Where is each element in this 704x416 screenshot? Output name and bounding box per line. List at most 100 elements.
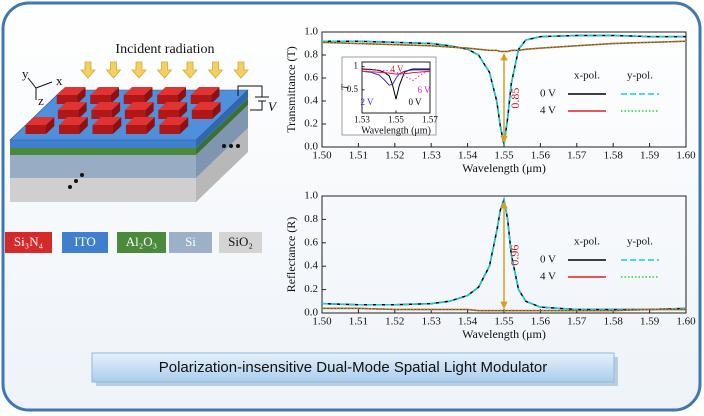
layer-ito: [10, 140, 196, 148]
material-swatch: [5, 232, 52, 253]
y-tick-label: 0.4: [304, 260, 318, 272]
arrow: [131, 61, 147, 79]
block-front: [57, 110, 79, 119]
material-swatch: [62, 232, 108, 253]
block-side: [211, 87, 220, 104]
block-front: [90, 95, 111, 104]
block-front: [91, 110, 112, 119]
x-tick-label: 1.50: [312, 315, 332, 327]
device-diagram: Incident radiation y x z V Si₃N₄ ITO Al₂O₃…: [5, 42, 278, 253]
diagram-title: Incident radiation: [115, 42, 214, 57]
y-tick-label: 1: [354, 61, 359, 71]
x-tick-label: 1.58: [604, 149, 624, 161]
block-side: [78, 102, 87, 119]
block-front: [123, 95, 145, 104]
y-tick-label: 0.0: [304, 141, 318, 153]
data-line: [322, 307, 686, 312]
legend-label: 4 V: [540, 271, 556, 283]
data-line: [362, 69, 431, 82]
block-front: [158, 110, 179, 119]
block-top: [123, 87, 153, 95]
materials-legend: Si₃N₄ ITO Al₂O₃ Si SiO₂: [5, 232, 262, 253]
legend-header: x-pol.: [574, 236, 600, 248]
block-front: [159, 125, 180, 134]
x-tick-label: 1.57: [567, 315, 587, 327]
x-tick-label: 1.53: [354, 114, 370, 124]
material-label: ITO: [74, 234, 95, 249]
y-tick-label: 0.0: [304, 307, 318, 319]
layer-al2o3-side: [196, 98, 248, 155]
layer-si-side: [196, 105, 248, 178]
block-top: [92, 117, 122, 125]
block-side: [146, 117, 155, 134]
y-tick-label: 0.5: [347, 84, 359, 94]
material-label: SiO₂: [228, 234, 253, 249]
block-front: [191, 110, 213, 119]
annotation: 0.96: [508, 245, 522, 266]
data-line: [361, 69, 430, 86]
x-axis-label: Wavelength (μm): [361, 125, 431, 136]
block-front: [56, 95, 78, 104]
block-side: [177, 87, 186, 104]
banner: [91, 352, 615, 383]
axis-x: x: [56, 73, 63, 88]
block-front: [190, 95, 212, 104]
block-side: [46, 117, 55, 134]
series-label: 4 V: [390, 64, 404, 74]
block-side: [145, 102, 154, 119]
annotation: 0.85: [508, 88, 522, 109]
block-top: [25, 117, 55, 125]
block-top: [56, 87, 86, 95]
block-top: [159, 117, 189, 125]
arrow: [156, 61, 173, 79]
x-tick-label: 1.58: [604, 315, 624, 327]
layer-al2o3: [10, 148, 196, 155]
series-label: 6 V: [417, 85, 431, 95]
y-axis-label: Transmittance (T): [284, 46, 298, 133]
y-tick-label: 0.6: [304, 236, 318, 248]
block-front: [92, 125, 113, 134]
legend-label: 4 V: [540, 105, 556, 117]
x-tick-label: 1.56: [531, 315, 551, 327]
legend-header: y-pol.: [627, 236, 653, 248]
block-front: [125, 125, 147, 134]
block-side: [178, 102, 188, 119]
x-tick-label: 1.55: [388, 114, 404, 124]
x-tick-label: 1.56: [531, 149, 551, 161]
x-axis-label: Wavelength (μm): [462, 161, 546, 175]
nanoblocks: [25, 87, 221, 134]
material-swatch: [219, 232, 262, 253]
x-tick-label: 1.55: [494, 149, 514, 161]
x-tick-label: 1.52: [385, 149, 404, 161]
block-top: [59, 117, 88, 125]
legend-label: 0 V: [540, 88, 556, 100]
banner-text: Polarization-insensitive Dual-Mode Spati…: [159, 359, 548, 376]
series-label: 0 V: [408, 97, 422, 107]
axis-y: y: [22, 66, 29, 81]
x-tick-label: 1.57: [422, 114, 438, 124]
dots: [68, 144, 240, 189]
block-top: [90, 87, 119, 95]
series-label: 2 V: [360, 97, 374, 107]
y-tick-label: 1.0: [304, 190, 318, 202]
x-tick-label: 1.54: [458, 315, 478, 327]
block-side: [110, 87, 119, 104]
y-tick-label: 1.0: [304, 26, 318, 38]
x-tick-label: 1.53: [422, 149, 442, 161]
x-tick-label: 1.51: [349, 149, 368, 161]
block-top: [125, 117, 155, 125]
x-tick-label: 1.60: [676, 315, 696, 327]
data-line: [361, 70, 431, 75]
y-tick-label: 0.8: [304, 213, 318, 225]
block-side: [112, 117, 122, 134]
block-side: [111, 102, 121, 119]
radiation-arrows: [80, 61, 249, 79]
block-top: [57, 102, 87, 110]
axis-z: z: [38, 93, 44, 108]
x-tick-label: 1.59: [640, 149, 660, 161]
y-tick-label: 0.6: [304, 72, 318, 84]
layer-sio2: [10, 178, 196, 202]
block-side: [144, 87, 153, 104]
block-side: [179, 117, 189, 134]
voltage-label: V: [268, 99, 278, 114]
